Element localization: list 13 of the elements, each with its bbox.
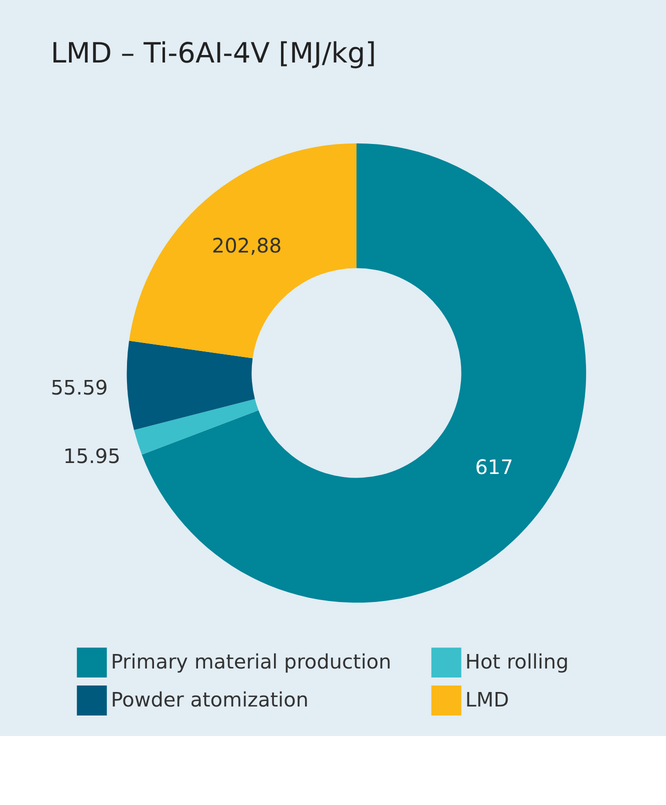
- data-label: 202,88: [212, 234, 282, 258]
- donut-slice: [129, 143, 356, 358]
- legend-label: LMD: [465, 687, 510, 712]
- donut-slice: [127, 340, 255, 430]
- legend-label: Powder atomization: [110, 687, 308, 712]
- legend-label: Primary material production: [110, 650, 392, 674]
- data-label: 617: [475, 454, 514, 479]
- donut-slice: [142, 143, 586, 602]
- data-label: 55.59: [50, 375, 108, 400]
- legend-label: Hot rolling: [465, 650, 569, 674]
- donut-slice: [134, 399, 258, 455]
- data-label: 15.95: [63, 444, 120, 468]
- chart-title: LMD – Ti-6AI-4V [MJ/kg]: [50, 36, 376, 70]
